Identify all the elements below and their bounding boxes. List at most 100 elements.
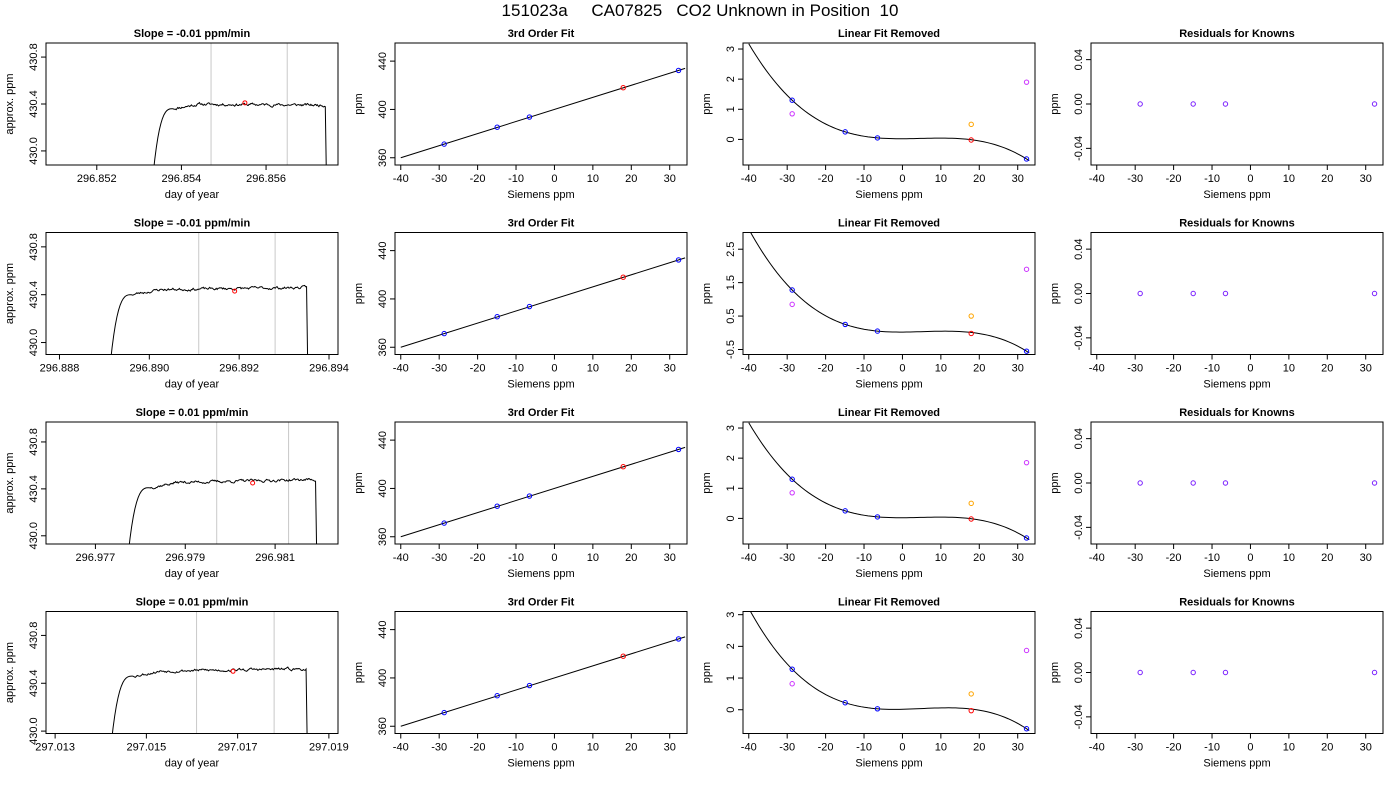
y-tick-label: 430.8 <box>28 428 40 456</box>
data-point <box>441 709 447 716</box>
plot-area <box>749 611 1030 732</box>
panel-title: Residuals for Knowns <box>1179 218 1295 230</box>
x-tick-label: -20 <box>1166 363 1182 375</box>
x-tick-label: -10 <box>508 742 524 754</box>
x-tick-label: -20 <box>470 173 486 185</box>
y-tick-label: 0.00 <box>1073 662 1085 683</box>
data-point <box>1023 459 1030 466</box>
data-point <box>968 121 974 128</box>
data-point <box>968 707 974 714</box>
y-tick-label: -0.04 <box>1073 136 1085 161</box>
y-tick-label: 430.4 <box>28 90 40 118</box>
data-point <box>620 463 626 470</box>
x-tick-label: 0 <box>1247 363 1253 375</box>
x-tick-label: -20 <box>818 173 834 185</box>
y-tick-label: 430.8 <box>28 622 40 650</box>
y-tick-label: 430.0 <box>28 717 40 745</box>
panel-title: 3rd Order Fit <box>508 597 575 609</box>
plot-frame <box>742 421 1036 545</box>
panel-fit-row-0: 3rd Order Fit -40 -30 -20 -10 0 10 20 30 Siemens … <box>353 28 688 201</box>
x-tick-label: 296.894 <box>309 363 349 375</box>
panel-residuals-row-3: Residuals for Knowns -40 -30 -20 -10 0 10 20 30 S… <box>1049 597 1384 770</box>
x-tick-label: 30 <box>664 173 676 185</box>
plot-frame <box>394 42 688 166</box>
x-tick-label: 20 <box>973 552 985 564</box>
plot-frame <box>1090 421 1384 545</box>
x-tick-label: 0 <box>551 552 557 564</box>
data-point <box>968 691 974 697</box>
cubic-curve <box>749 611 1030 731</box>
data-point <box>789 111 795 117</box>
x-tick-label: 296.856 <box>246 173 286 185</box>
y-axis-label: ppm <box>1049 472 1061 493</box>
x-tick-label: -40 <box>1089 552 1105 564</box>
panel-fit-row-3: 3rd Order Fit -40 -30 -20 -10 0 10 20 30 Siemens … <box>353 597 688 770</box>
average-point <box>242 100 248 106</box>
y-tick-label: -0.04 <box>1073 515 1085 540</box>
panel-linear-removed-row-1: Linear Fit Removed -40 -30 -20 -10 0 10 20 30 Sie… <box>701 218 1036 391</box>
panel-title: Residuals for Knowns <box>1179 597 1295 609</box>
panel-time-series-row-1: Slope = -0.01 ppm/min 296.888 296.890 296.8… <box>4 218 349 391</box>
x-tick-label: -10 <box>508 363 524 375</box>
x-axis-label: Siemens ppm <box>1203 758 1270 770</box>
data-point <box>1222 290 1229 297</box>
fit-line <box>400 257 686 348</box>
data-point <box>789 301 795 308</box>
x-tick-label: -30 <box>779 552 795 564</box>
data-point <box>620 274 626 280</box>
panel-linear-removed-row-3: Linear Fit Removed-40 -30 -20 -10 0 10 20 30Sie… <box>701 597 1036 770</box>
y-tick-label: 1.5 <box>725 275 737 290</box>
x-tick-label: -30 <box>779 363 795 375</box>
co2-trace <box>128 478 318 544</box>
y-tick-label: 0.04 <box>1073 238 1085 259</box>
cubic-curve <box>750 232 1030 354</box>
plot-frame <box>45 232 339 355</box>
plot-area <box>110 232 309 355</box>
x-tick-label: 296.981 <box>255 552 295 564</box>
plot-area <box>400 636 686 727</box>
data-point <box>1137 290 1143 297</box>
data-point <box>968 137 974 143</box>
x-tick-label: -40 <box>741 363 757 375</box>
data-point <box>620 84 626 91</box>
x-tick-label: 30 <box>1012 363 1024 375</box>
x-tick-label: 20 <box>973 363 985 375</box>
y-tick-label: -0.04 <box>1073 325 1085 350</box>
y-tick-label: -0.5 <box>725 340 737 359</box>
y-tick-label: 0.00 <box>1073 472 1085 493</box>
panel-title: Linear Fit Removed <box>838 597 940 609</box>
x-tick-label: -20 <box>818 552 834 564</box>
x-tick-label: -30 <box>431 173 447 185</box>
x-tick-label: 0 <box>1247 552 1253 564</box>
data-point <box>494 503 500 509</box>
data-point <box>842 321 848 328</box>
plot-frame <box>1090 42 1384 166</box>
y-tick-label: 440 <box>377 431 389 449</box>
x-axis-label: day of year <box>165 568 220 580</box>
x-tick-label: -10 <box>1204 173 1220 185</box>
x-tick-label: -40 <box>741 173 757 185</box>
y-axis-label: approx. ppm <box>4 73 16 134</box>
data-point <box>1371 101 1378 107</box>
y-tick-label: 360 <box>377 717 389 735</box>
x-tick-label: 20 <box>625 363 637 375</box>
data-point <box>526 303 533 310</box>
y-tick-label: 400 <box>377 479 389 497</box>
x-tick-label: 296.977 <box>76 552 116 564</box>
data-point <box>789 681 795 687</box>
data-point <box>494 313 500 320</box>
plot-frame <box>45 42 339 166</box>
x-tick-label: 0 <box>551 742 557 754</box>
plot-frame <box>742 232 1036 355</box>
panel-time-series-row-3: Slope = 0.01 ppm/min 297.013 297.015 297.01… <box>4 597 349 770</box>
x-tick-label: 0 <box>899 363 905 375</box>
x-tick-label: -10 <box>856 173 872 185</box>
panel-title: 3rd Order Fit <box>508 218 575 230</box>
panel-title: Slope = -0.01 ppm/min <box>134 218 251 230</box>
data-point <box>494 692 500 699</box>
x-tick-label: -10 <box>1204 363 1220 375</box>
fit-line <box>400 67 686 159</box>
plot-area <box>748 43 1030 162</box>
data-point <box>441 141 447 147</box>
data-point <box>968 516 974 522</box>
